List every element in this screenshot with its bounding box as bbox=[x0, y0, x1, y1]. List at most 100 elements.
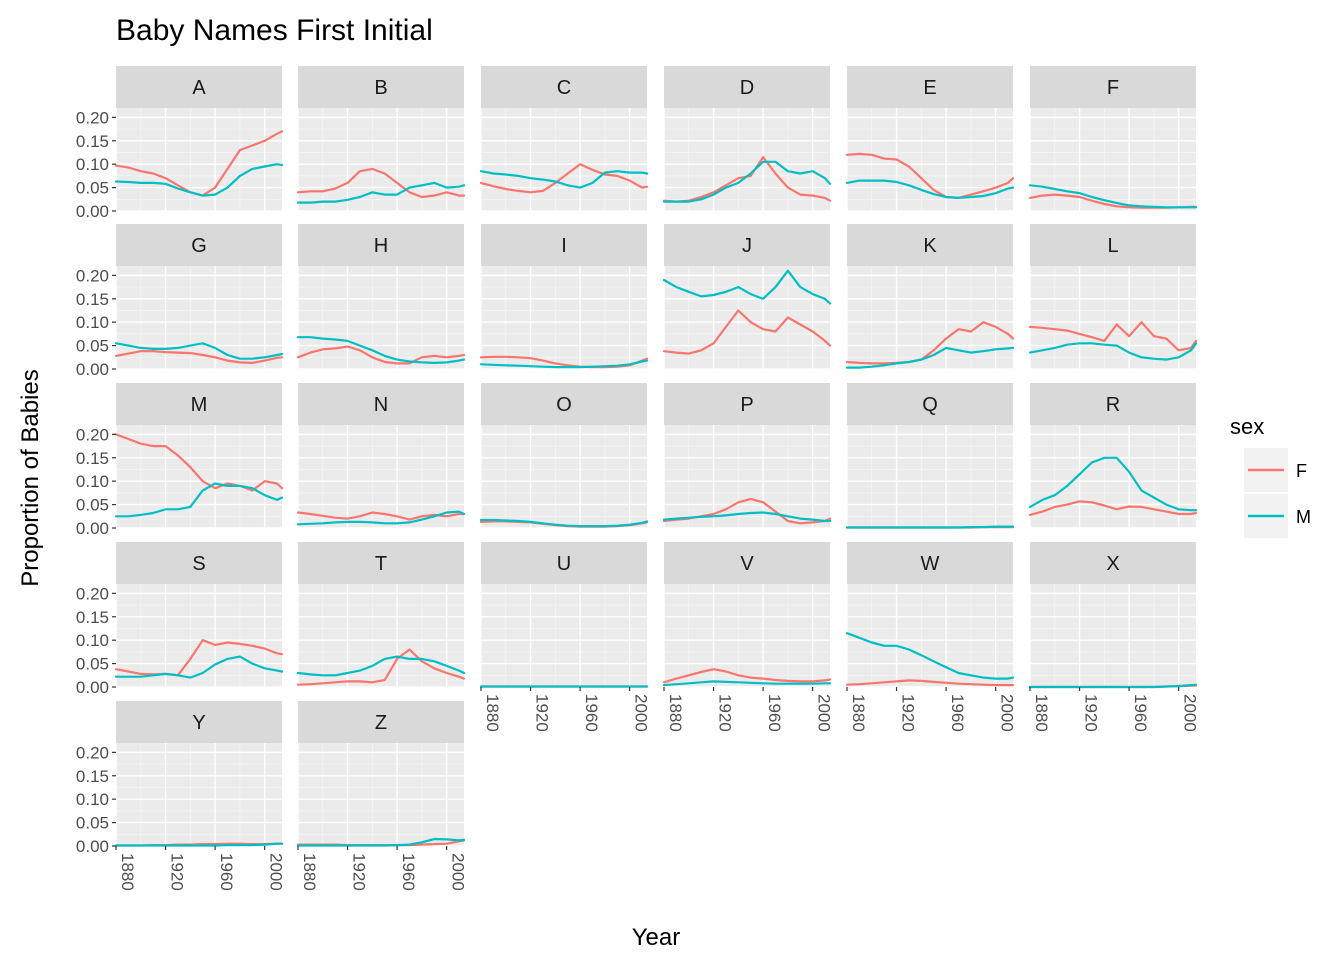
facet-strip bbox=[1030, 66, 1196, 108]
series-line-f bbox=[845, 679, 1015, 687]
y-tick-label: 0.10 bbox=[76, 155, 109, 174]
facet-panel-q: Q bbox=[845, 383, 1015, 529]
y-tick-label: 0.05 bbox=[76, 179, 109, 198]
panel-background bbox=[664, 584, 830, 687]
x-tick-label: 2000 bbox=[1181, 694, 1200, 732]
series-line-m bbox=[845, 346, 1015, 369]
facet-label: O bbox=[556, 394, 572, 416]
panel-background bbox=[1030, 425, 1196, 528]
panel-background bbox=[116, 743, 282, 846]
y-tick-label: 0.00 bbox=[76, 202, 109, 221]
facet-label: G bbox=[191, 235, 207, 257]
x-tick-label: 1960 bbox=[582, 694, 601, 732]
panel-background bbox=[298, 743, 464, 846]
facet-strip bbox=[847, 66, 1013, 108]
x-tick-label: 2000 bbox=[449, 853, 468, 891]
facet-panel-y: Y 0.00 0.05 0.10 0.15 0.20 1880 1920 1960 2000 bbox=[76, 701, 286, 891]
facet-strip bbox=[481, 224, 647, 266]
panel-background bbox=[1030, 266, 1196, 369]
facet-strip bbox=[116, 224, 282, 266]
facet-strip bbox=[481, 383, 647, 425]
series-line-m bbox=[479, 518, 649, 528]
facet-label: Y bbox=[192, 712, 205, 734]
facet-panel-u: U 1880 1920 1960 2000 bbox=[479, 542, 651, 732]
series-line-f bbox=[114, 350, 284, 364]
y-tick-label: 0.05 bbox=[76, 814, 109, 833]
y-tick-label: 0.00 bbox=[76, 837, 109, 856]
series-line-f bbox=[296, 167, 466, 199]
y-tick-label: 0.15 bbox=[76, 290, 109, 309]
x-axis-title: Year bbox=[632, 924, 681, 951]
x-tick-label: 2000 bbox=[267, 853, 286, 891]
y-tick-label: 0.00 bbox=[76, 519, 109, 538]
legend-label: M bbox=[1296, 507, 1311, 527]
facet-label: U bbox=[557, 553, 571, 575]
facet-strip bbox=[116, 383, 282, 425]
panel-background bbox=[481, 584, 647, 687]
series-line-m bbox=[662, 160, 832, 203]
y-tick-label: 0.10 bbox=[76, 313, 109, 332]
y-tick-label: 0.20 bbox=[76, 425, 109, 444]
facet-label: S bbox=[192, 553, 205, 575]
legend-title: sex bbox=[1230, 414, 1264, 439]
facet-panel-p: P bbox=[662, 383, 832, 529]
facet-panel-r: R bbox=[1028, 383, 1198, 529]
panel-background bbox=[847, 584, 1013, 687]
facet-label: Z bbox=[375, 712, 387, 734]
facet-panel-o: O bbox=[479, 383, 649, 529]
facet-label: T bbox=[375, 553, 387, 575]
facet-strip bbox=[1030, 224, 1196, 266]
y-tick-label: 0.15 bbox=[76, 449, 109, 468]
facet-panel-c: C bbox=[479, 66, 649, 212]
facet-label: H bbox=[374, 235, 388, 257]
facet-strip bbox=[116, 66, 282, 108]
y-tick-label: 0.20 bbox=[76, 743, 109, 762]
x-tick-label: 1920 bbox=[533, 694, 552, 732]
x-tick-label: 1880 bbox=[849, 694, 868, 732]
facet-strip bbox=[298, 383, 464, 425]
series-line-f bbox=[845, 321, 1015, 365]
facet-strip bbox=[481, 542, 647, 584]
panel-background bbox=[664, 425, 830, 528]
facet-label: W bbox=[921, 553, 940, 575]
facet-label: K bbox=[923, 235, 937, 257]
facet-strip bbox=[664, 224, 830, 266]
facet-label: L bbox=[1107, 235, 1118, 257]
facet-label: R bbox=[1106, 394, 1120, 416]
series-line-f bbox=[662, 156, 832, 203]
x-tick-label: 2000 bbox=[632, 694, 651, 732]
x-tick-label: 1880 bbox=[300, 853, 319, 891]
facet-panel-d: D bbox=[662, 66, 832, 212]
facet-panel-v: V 1880 1920 1960 2000 bbox=[662, 542, 834, 732]
series-line-m bbox=[479, 359, 649, 369]
series-line-m bbox=[1028, 456, 1198, 512]
facet-panel-i: I bbox=[479, 224, 649, 370]
facet-strip bbox=[847, 383, 1013, 425]
series-line-m bbox=[1028, 342, 1198, 361]
series-line-m bbox=[114, 655, 284, 679]
chart-title: Baby Names First Initial bbox=[116, 14, 433, 47]
series-line-f bbox=[662, 668, 832, 684]
x-tick-label: 1880 bbox=[483, 694, 502, 732]
facet-strip bbox=[664, 383, 830, 425]
y-tick-label: 0.05 bbox=[76, 496, 109, 515]
facet-strip bbox=[298, 66, 464, 108]
series-line-m bbox=[1028, 184, 1198, 209]
x-tick-label: 1880 bbox=[1032, 694, 1051, 732]
series-line-f bbox=[296, 345, 466, 365]
facet-label: E bbox=[923, 77, 936, 99]
series-line-m bbox=[296, 181, 466, 204]
x-tick-label: 2000 bbox=[815, 694, 834, 732]
facet-label: P bbox=[740, 394, 753, 416]
x-tick-label: 2000 bbox=[998, 694, 1017, 732]
y-tick-label: 0.20 bbox=[76, 266, 109, 285]
y-tick-label: 0.15 bbox=[76, 608, 109, 627]
facet-strip bbox=[664, 66, 830, 108]
y-tick-label: 0.15 bbox=[76, 132, 109, 151]
legend-item-f: F bbox=[1244, 448, 1307, 492]
facet-strip bbox=[847, 542, 1013, 584]
facet-strip bbox=[664, 542, 830, 584]
y-tick-label: 0.15 bbox=[76, 767, 109, 786]
y-tick-label: 0.00 bbox=[76, 360, 109, 379]
series-line-f bbox=[479, 163, 649, 194]
